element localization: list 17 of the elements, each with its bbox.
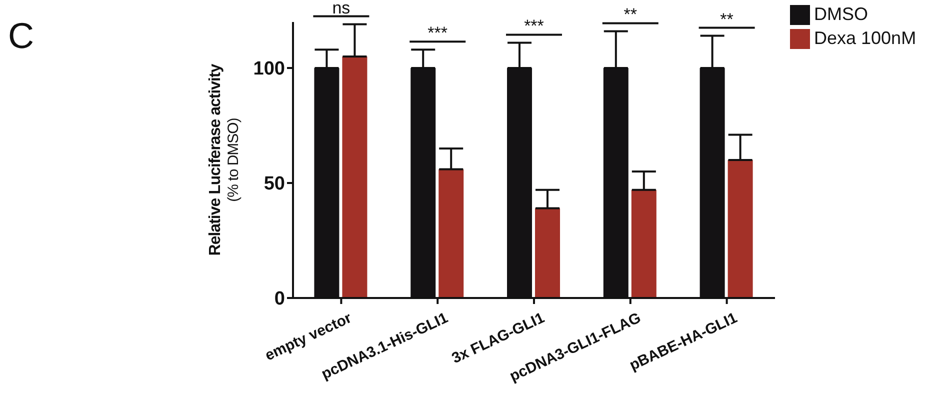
bar [342,56,368,298]
y-axis-title: Relative Luciferase activity (% to DMSO) [207,64,242,256]
annotation: *** [428,24,448,43]
annotation: ** [720,10,734,29]
text: ns [332,0,350,18]
legend-label: Dexa 100nM [814,28,916,48]
y-tick-label: 100 [253,58,285,80]
bar [438,169,464,298]
text: C [8,15,34,56]
bar [631,190,656,298]
legend-label: DMSO [814,4,868,24]
bar [535,208,560,298]
bar [728,160,753,298]
annotation: ** [624,5,638,24]
y-tick-label: 0 [274,288,285,310]
annotation: *** [524,16,544,36]
y-tick-label: 50 [264,174,285,195]
